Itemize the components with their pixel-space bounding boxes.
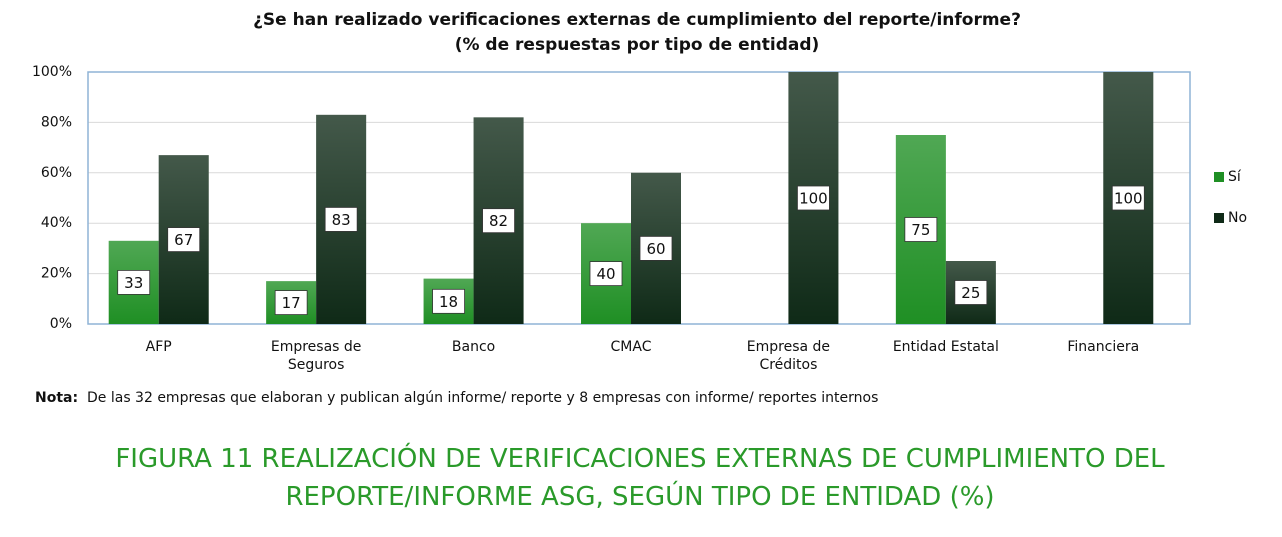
legend-label: No: [1228, 210, 1247, 226]
chart-title: ¿Se han realizado verificaciones externa…: [253, 10, 1021, 30]
x-tick-label: Financiera: [1067, 339, 1139, 355]
value-label-box: [274, 290, 308, 315]
y-tick-label: 60%: [41, 165, 72, 181]
x-tick-label: Empresas de Seguros: [271, 339, 362, 373]
value-label: 75: [911, 221, 930, 239]
note-label: Nota:: [35, 390, 78, 406]
value-label: 40: [596, 265, 615, 283]
value-label-box: [167, 227, 201, 252]
value-label: 100: [799, 190, 828, 208]
value-label-box: [954, 280, 988, 305]
value-label-box: [904, 217, 938, 242]
legend-swatch: [1214, 172, 1224, 182]
value-label-box: [432, 288, 465, 314]
x-tick-label: Empresa de Créditos: [747, 339, 830, 373]
value-label: 82: [489, 212, 508, 230]
figure-caption: FIGURA 11 REALIZACIÓN DE VERIFICACIONES …: [115, 444, 1165, 512]
x-tick-label: AFP: [146, 339, 172, 355]
value-label: 67: [174, 231, 193, 249]
y-tick-label: 80%: [41, 114, 72, 130]
x-tick-label: Banco: [452, 339, 495, 355]
value-label-box: [482, 208, 515, 234]
value-label-box: [797, 185, 830, 211]
value-label: 83: [332, 211, 351, 229]
legend-swatch: [1214, 213, 1224, 223]
x-tick-label: CMAC: [611, 339, 652, 355]
y-tick-label: 20%: [41, 266, 72, 282]
y-tick-label: 40%: [41, 215, 72, 231]
value-label: 60: [646, 240, 665, 258]
y-tick-label: 100%: [32, 64, 72, 80]
chart-subtitle: (% de respuestas por tipo de entidad): [455, 35, 820, 55]
value-label: 33: [124, 274, 143, 292]
value-label: 18: [439, 293, 458, 311]
y-tick-label: 0%: [50, 316, 72, 332]
value-label: 25: [961, 284, 980, 302]
legend-label: Sí: [1228, 169, 1242, 185]
chart: ¿Se han realizado verificaciones externa…: [32, 10, 1247, 406]
note: De las 32 empresas que elaboran y public…: [87, 390, 878, 406]
value-label-box: [1111, 185, 1145, 211]
value-label: 17: [282, 294, 301, 312]
value-label-box: [589, 261, 623, 287]
value-label-box: [117, 270, 151, 295]
x-tick-label: Entidad Estatal: [893, 339, 999, 355]
value-label-box: [639, 235, 673, 261]
value-label: 100: [1114, 190, 1143, 208]
value-label-box: [324, 207, 358, 232]
